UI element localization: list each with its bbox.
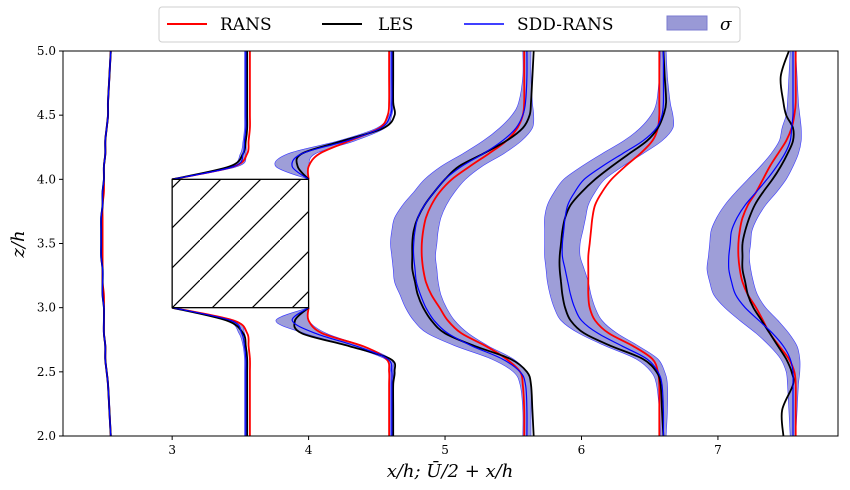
x-axis-ticks: 3 4 5 6 7 xyxy=(168,436,722,457)
y-axis-ticks: 2.0 2.5 3.0 3.5 4.0 4.5 5.0 xyxy=(37,44,63,443)
sdd-line-station-2-1 xyxy=(172,307,247,436)
sdd-line-station-6-1 xyxy=(727,51,794,436)
obstacle xyxy=(171,178,310,309)
plot-area xyxy=(100,51,802,436)
legend-label-sigma: σ xyxy=(720,15,732,35)
obstacle-hatch xyxy=(171,178,310,309)
legend-label-les: LES xyxy=(378,15,413,35)
x-tick-label-1: 3 xyxy=(168,443,176,457)
y-tick-label-5: 4.0 xyxy=(37,172,56,186)
sigma-band-station-5-1 xyxy=(544,51,675,436)
rans-line-station-2-2 xyxy=(172,51,251,181)
les-line-station-5-1 xyxy=(558,51,668,436)
legend-swatch-sigma xyxy=(666,15,708,31)
les-line-station-6-1 xyxy=(741,51,795,436)
y-axis-label: z/h xyxy=(8,230,29,258)
x-tick-label-4: 6 xyxy=(578,443,586,457)
y-tick-label-1: 2.0 xyxy=(37,429,56,443)
legend-frame xyxy=(158,6,741,43)
rans-line-station-3-1 xyxy=(306,307,391,436)
les-line-station-2-1 xyxy=(171,306,249,436)
x-tick-label-5: 7 xyxy=(714,443,722,457)
sdd-line-station-5-1 xyxy=(561,51,665,436)
les-line-station-3-1 xyxy=(293,307,397,436)
sdd-line-station-4-1 xyxy=(412,51,528,436)
sdd-line-station-3-2 xyxy=(291,51,393,180)
sigma-band-station-3-2 xyxy=(274,51,394,180)
rans-line-station-5-1 xyxy=(587,51,661,436)
y-tick-label-7: 5.0 xyxy=(37,44,56,58)
les-line-station-3-2 xyxy=(295,51,396,180)
rans-line-station-3-2 xyxy=(306,51,391,180)
rans-line-station-6-1 xyxy=(737,51,797,436)
y-tick-label-2: 2.5 xyxy=(37,365,56,379)
sdd-line-station-1-1 xyxy=(100,51,112,436)
sdd-line-station-2-2 xyxy=(172,51,247,180)
x-tick-label-2: 4 xyxy=(305,443,313,457)
sdd-line-station-3-1 xyxy=(291,307,393,436)
sigma-band-station-2-1 xyxy=(172,307,248,436)
x-axis-label: x/h; Ū/2 + x/h xyxy=(387,459,514,482)
sigma-band-station-2-2 xyxy=(172,51,248,180)
y-tick-label-6: 4.5 xyxy=(37,108,56,122)
y-tick-label-4: 3.5 xyxy=(37,237,56,251)
y-tick-label-3: 3.0 xyxy=(37,301,56,315)
rans-line-station-2-1 xyxy=(172,306,251,436)
les-line-station-2-2 xyxy=(172,51,249,181)
legend: RANS LES SDD-RANS σ xyxy=(158,6,741,43)
sigma-band-station-3-1 xyxy=(275,307,394,436)
x-tick-label-3: 5 xyxy=(441,443,449,457)
legend-label-sdd-rans: SDD-RANS xyxy=(517,15,614,35)
les-line-station-4-1 xyxy=(411,51,535,436)
legend-label-rans: RANS xyxy=(220,15,272,35)
sigma-band-station-6-1 xyxy=(706,51,802,436)
